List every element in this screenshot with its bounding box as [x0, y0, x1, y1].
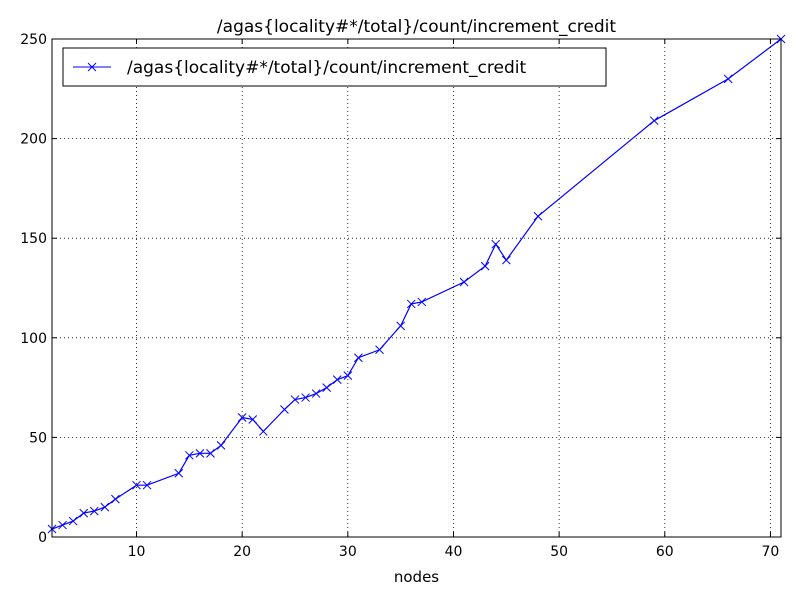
data-point-x-marker — [79, 508, 89, 518]
marker-stroke — [301, 393, 310, 402]
data-point-x-marker — [142, 480, 152, 490]
data-point-x-marker — [248, 415, 258, 424]
data-point-x-marker — [237, 413, 247, 422]
marker-stroke — [79, 508, 89, 518]
x-tick-label: 70 — [762, 544, 780, 560]
y-tick-label: 0 — [38, 530, 47, 546]
marker-stroke — [501, 255, 511, 265]
data-point-x-marker — [68, 516, 78, 526]
legend-marker-x-icon — [87, 62, 97, 72]
y-tick-label: 200 — [20, 132, 47, 148]
data-point-x-marker — [343, 371, 353, 381]
marker-stroke — [258, 427, 268, 436]
data-point-x-marker — [258, 427, 268, 436]
data-point-x-marker — [480, 261, 490, 271]
data-point-x-marker — [491, 239, 501, 249]
legend-label: /agas{locality#*/total}/count/increment_… — [127, 58, 526, 78]
marker-stroke — [58, 520, 67, 530]
marker-stroke — [174, 468, 184, 478]
data-point-x-marker — [459, 277, 469, 287]
y-tick-label: 50 — [29, 430, 47, 446]
marker-stroke — [491, 239, 501, 249]
y-tick-label: 150 — [20, 231, 47, 247]
data-point-x-marker — [396, 321, 406, 331]
data-point-x-marker — [354, 353, 363, 363]
data-point-x-marker — [723, 74, 733, 84]
data-point-x-marker — [375, 345, 384, 355]
data-point-x-marker — [58, 520, 67, 530]
x-tick-label: 20 — [233, 544, 251, 560]
marker-stroke — [406, 299, 416, 309]
marker-stroke — [100, 502, 110, 512]
marker-stroke — [480, 261, 490, 271]
marker-stroke — [459, 277, 469, 287]
marker-stroke — [354, 353, 363, 363]
data-point-x-marker — [132, 480, 141, 490]
data-point-x-marker — [417, 297, 427, 307]
marker-stroke — [68, 516, 78, 526]
series-line — [51, 38, 782, 530]
marker-stroke — [89, 506, 99, 516]
marker-stroke — [375, 345, 384, 355]
data-point-x-marker — [206, 448, 215, 458]
plot-frame — [51, 38, 782, 538]
marker-stroke — [248, 415, 258, 424]
series-layer — [47, 34, 786, 534]
data-point-x-marker — [100, 502, 110, 512]
ticks: 0 50 100 150 200 250 10 20 30 40 50 60 70 — [20, 32, 781, 560]
data-point-x-marker — [280, 405, 289, 414]
data-point-x-marker — [501, 255, 511, 265]
marker-stroke — [132, 480, 141, 490]
data-point-x-marker — [649, 116, 659, 126]
marker-stroke — [332, 375, 342, 384]
grid — [52, 39, 781, 537]
data-point-x-marker — [184, 450, 194, 460]
x-tick-label: 40 — [445, 544, 463, 560]
legend-box — [62, 47, 607, 87]
data-point-x-marker — [111, 494, 120, 504]
marker-stroke — [311, 389, 321, 398]
data-point-x-marker — [195, 448, 205, 458]
marker-stroke — [111, 494, 120, 504]
marker-stroke — [184, 450, 194, 460]
y-tick-label: 250 — [20, 32, 47, 48]
data-point-x-marker — [216, 441, 226, 450]
data-point-x-marker — [290, 395, 300, 404]
marker-stroke — [206, 448, 215, 458]
marker-stroke — [142, 480, 152, 490]
marker-stroke — [343, 371, 353, 381]
x-tick-label: 30 — [339, 544, 357, 560]
marker-stroke — [237, 413, 247, 422]
marker-stroke — [87, 62, 97, 72]
marker-stroke — [533, 211, 543, 221]
marker-stroke — [649, 116, 659, 126]
data-point-x-marker — [406, 299, 416, 309]
data-point-x-marker — [311, 389, 321, 398]
marker-stroke — [396, 321, 406, 331]
data-point-x-marker — [301, 393, 310, 402]
y-tick-label: 100 — [20, 331, 47, 347]
x-tick-label: 50 — [550, 544, 568, 560]
marker-stroke — [322, 383, 332, 392]
x-tick-label: 10 — [128, 544, 146, 560]
marker-stroke — [290, 395, 300, 404]
x-axis-label: nodes — [394, 568, 439, 586]
data-point-x-marker — [533, 211, 543, 221]
chart-title: /agas{locality#*/total}/count/increment_… — [217, 17, 616, 37]
x-tick-label: 60 — [656, 544, 674, 560]
marker-stroke — [216, 441, 226, 450]
data-point-x-marker — [174, 468, 184, 478]
data-point-x-marker — [89, 506, 99, 516]
legend: /agas{locality#*/total}/count/increment_… — [62, 47, 607, 87]
marker-stroke — [723, 74, 733, 84]
data-point-x-marker — [332, 375, 342, 384]
marker-stroke — [195, 448, 205, 458]
data-point-x-marker — [322, 383, 332, 392]
marker-stroke — [417, 297, 427, 307]
marker-stroke — [280, 405, 289, 414]
